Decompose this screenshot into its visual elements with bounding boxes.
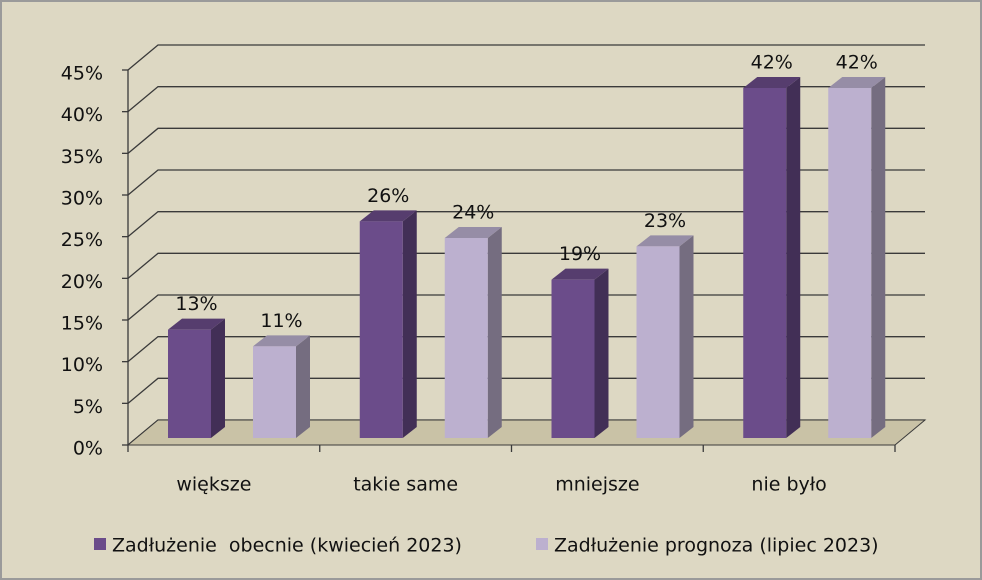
- data-label: 42%: [836, 52, 878, 74]
- grid-line: [127, 169, 925, 196]
- data-label: 19%: [559, 243, 601, 265]
- legend-swatch: [536, 538, 548, 550]
- grid-line: [127, 211, 925, 238]
- bar-side: [487, 227, 502, 438]
- y-tick-label: 10%: [61, 354, 103, 376]
- data-label: 24%: [452, 202, 494, 224]
- y-tick-label: 45%: [61, 63, 103, 85]
- bar: [444, 238, 488, 438]
- bar-side: [679, 235, 694, 438]
- floor: [126, 419, 927, 446]
- data-label: 13%: [175, 293, 217, 315]
- y-tick-label: 0%: [73, 438, 103, 460]
- back-wall: [128, 45, 158, 445]
- grid-line: [127, 127, 925, 154]
- bar-top: [253, 335, 310, 347]
- legend-label: Zadłużenie obecnie (kwiecień 2023): [112, 535, 462, 557]
- bar-top: [551, 268, 609, 280]
- legend-label: Zadłużenie prognoza (lipiec 2023): [554, 535, 879, 557]
- x-tick-label: większe: [176, 474, 251, 496]
- bar-top: [444, 227, 502, 238]
- y-tick-label: 15%: [61, 313, 103, 335]
- bar: [359, 221, 403, 438]
- bar: [636, 246, 680, 438]
- y-tick-label: 25%: [61, 229, 103, 251]
- grid-line: [127, 44, 925, 71]
- bar-side: [594, 268, 609, 438]
- data-label: 11%: [260, 310, 302, 332]
- legend-swatch: [94, 538, 106, 550]
- bar-side: [211, 318, 225, 438]
- bar: [253, 346, 296, 438]
- grid-line: [127, 86, 925, 113]
- bar: [551, 279, 595, 438]
- y-tick-label: 35%: [61, 146, 103, 168]
- bar: [828, 88, 872, 438]
- bar-top: [743, 77, 801, 88]
- data-label: 26%: [367, 185, 409, 207]
- bar-top: [359, 210, 417, 222]
- y-tick-label: 40%: [61, 104, 103, 126]
- bar-side: [296, 335, 310, 438]
- y-tick-label: 20%: [61, 271, 103, 293]
- data-label: 23%: [644, 210, 686, 232]
- y-tick-label: 30%: [61, 188, 103, 210]
- bar-top: [828, 77, 886, 88]
- bar-side: [402, 210, 417, 438]
- y-tick-label: 5%: [73, 396, 103, 418]
- bar-side: [786, 77, 801, 438]
- data-label: 42%: [751, 52, 793, 74]
- x-tick-label: takie same: [353, 474, 458, 496]
- x-tick-label: nie było: [751, 474, 826, 496]
- bar-top: [168, 318, 225, 330]
- x-tick-label: mniejsze: [555, 474, 639, 496]
- bar-side: [871, 77, 886, 438]
- bar: [168, 329, 211, 438]
- bar-top: [636, 235, 694, 247]
- bar: [743, 88, 787, 438]
